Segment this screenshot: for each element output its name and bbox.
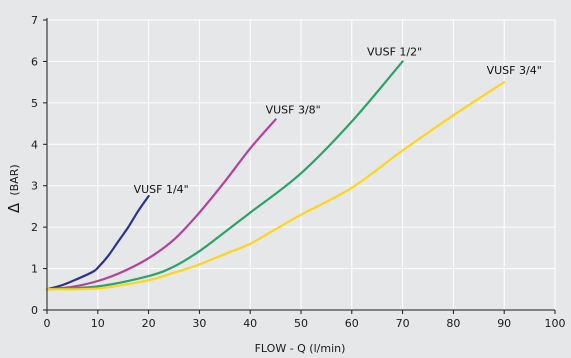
series-line-3 (45, 60, 404, 291)
x-tick-label: 90 (497, 317, 511, 330)
series-label-2: VUSF 3/8" (266, 103, 321, 116)
y-axis-title: (BAR) (8, 164, 21, 195)
x-axis-title: FLOW - Q (l/min) (255, 342, 346, 355)
y-tick-label: 1 (31, 263, 38, 276)
x-tick-label: 10 (91, 317, 105, 330)
y-tick-label: 7 (31, 14, 38, 27)
y-tick-label: 2 (31, 221, 38, 234)
y-tick-label: 0 (31, 304, 38, 317)
y-tick-label: 5 (31, 97, 38, 110)
y-tick-label: 4 (31, 138, 38, 151)
series-label-3: VUSF 1/2" (367, 45, 422, 58)
x-tick-label: 100 (545, 317, 566, 330)
x-tick-label: 30 (192, 317, 206, 330)
series-label-1: VUSF 1/4" (134, 183, 189, 196)
series-layer (45, 60, 506, 291)
series-label-4: VUSF 3/4" (487, 64, 542, 77)
x-tick-label: 20 (142, 317, 156, 330)
y-tick-label: 6 (31, 55, 38, 68)
series-line-4 (45, 81, 506, 291)
series-line-2 (45, 118, 277, 291)
grid-layer (47, 19, 556, 310)
x-tick-label: 0 (44, 317, 51, 330)
x-tick-label: 80 (446, 317, 460, 330)
x-tick-label: 40 (243, 317, 257, 330)
x-tick-label: 70 (396, 317, 410, 330)
y-axis-delta-symbol: Δ (5, 202, 23, 213)
y-tick-label: 3 (31, 180, 38, 193)
series-line-1 (45, 194, 150, 291)
x-tick-label: 60 (345, 317, 359, 330)
axis-layer (43, 18, 556, 314)
x-tick-label: 50 (294, 317, 308, 330)
